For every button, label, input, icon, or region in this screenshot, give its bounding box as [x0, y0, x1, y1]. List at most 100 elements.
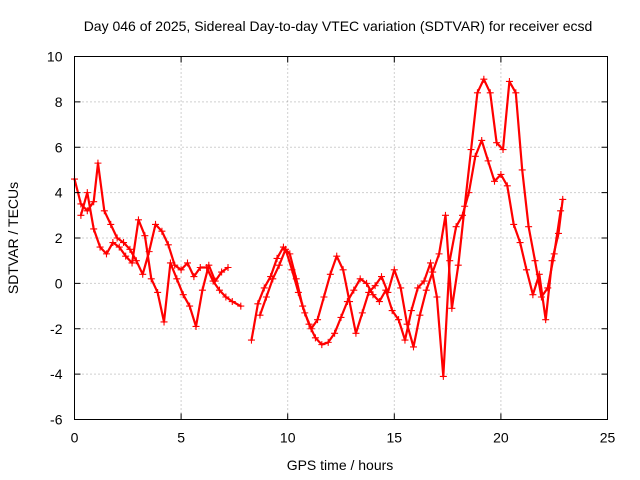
data-point [122, 252, 130, 260]
data-point [365, 288, 373, 296]
data-point [164, 241, 172, 249]
data-point [503, 182, 511, 190]
data-point [222, 293, 230, 301]
data-point [350, 286, 358, 294]
data-point [237, 302, 245, 310]
data-point [126, 245, 134, 253]
data-point [369, 291, 377, 299]
data-point [544, 284, 552, 292]
data-point [525, 223, 533, 231]
data-point [139, 270, 147, 278]
y-tick-label: -2 [50, 321, 63, 337]
data-point [311, 334, 319, 342]
data-point [427, 259, 435, 267]
y-tick-label: 8 [55, 94, 63, 110]
data-point [83, 189, 91, 197]
data-point [260, 284, 268, 292]
data-point [326, 270, 334, 278]
series-track-b [77, 189, 232, 330]
series-track-c [247, 136, 567, 380]
data-point [480, 75, 488, 83]
data-point [371, 282, 379, 290]
data-point [294, 288, 302, 296]
data-point [228, 298, 236, 306]
data-point [90, 198, 98, 206]
data-point [518, 166, 526, 174]
x-tick-label: 15 [387, 430, 403, 446]
data-point [493, 139, 501, 147]
data-point [346, 298, 354, 306]
data-point [403, 320, 411, 328]
data-layer [71, 75, 567, 380]
data-point [429, 268, 437, 276]
data-point [420, 277, 428, 285]
data-point [179, 291, 187, 299]
data-point [384, 288, 392, 296]
data-point [414, 284, 422, 292]
data-point [113, 234, 121, 242]
series-line [73, 162, 242, 308]
x-tick-label: 0 [71, 430, 79, 446]
data-point [324, 338, 332, 346]
series-line [258, 78, 562, 348]
data-point [94, 159, 102, 167]
data-point [388, 307, 396, 315]
data-point [439, 372, 447, 380]
data-point [531, 257, 539, 265]
data-point [166, 259, 174, 267]
data-point [542, 316, 550, 324]
data-point [158, 227, 166, 235]
data-point [448, 304, 456, 312]
data-point [512, 89, 520, 97]
data-point [557, 207, 565, 215]
series-track-a [71, 159, 245, 310]
data-point [275, 261, 283, 269]
data-point [550, 250, 558, 258]
data-point [141, 232, 149, 240]
data-point [337, 313, 345, 321]
data-point [435, 250, 443, 258]
data-point [559, 195, 567, 203]
data-point [407, 307, 415, 315]
y-tick-label: 2 [55, 230, 63, 246]
data-point [254, 300, 262, 308]
data-point [107, 220, 115, 228]
ticks: 0 5 10 15 20 25 -6 -4 -2 0 2 4 6 8 10 [47, 49, 616, 446]
data-point [128, 259, 136, 267]
data-point [401, 336, 409, 344]
data-point [516, 239, 524, 247]
data-point [262, 293, 270, 301]
data-point [522, 266, 530, 274]
data-point [352, 329, 360, 337]
data-point [356, 275, 364, 283]
x-tick-label: 5 [177, 430, 185, 446]
data-point [198, 286, 206, 294]
data-point [147, 275, 155, 283]
data-point [416, 311, 424, 319]
series-line [250, 139, 564, 378]
data-point [134, 216, 142, 224]
plot-frame [74, 56, 608, 420]
data-point [499, 146, 507, 154]
data-point [358, 309, 366, 317]
y-tick-label: 6 [55, 139, 63, 155]
series-line [79, 191, 230, 328]
data-point [90, 225, 98, 233]
data-point [301, 309, 309, 317]
data-point [120, 239, 128, 247]
data-point [331, 329, 339, 337]
data-point [307, 325, 315, 333]
data-point [491, 177, 499, 185]
data-point [363, 279, 371, 287]
data-point [224, 263, 232, 271]
data-point [409, 343, 417, 351]
data-point [173, 275, 181, 283]
data-point [497, 170, 505, 178]
data-point [452, 223, 460, 231]
data-point [282, 245, 290, 253]
y-tick-label: 0 [55, 275, 63, 291]
y-axis-label: SDTVAR / TECUs [5, 182, 21, 294]
data-point [320, 293, 328, 301]
data-point [486, 89, 494, 97]
data-point [218, 268, 226, 276]
